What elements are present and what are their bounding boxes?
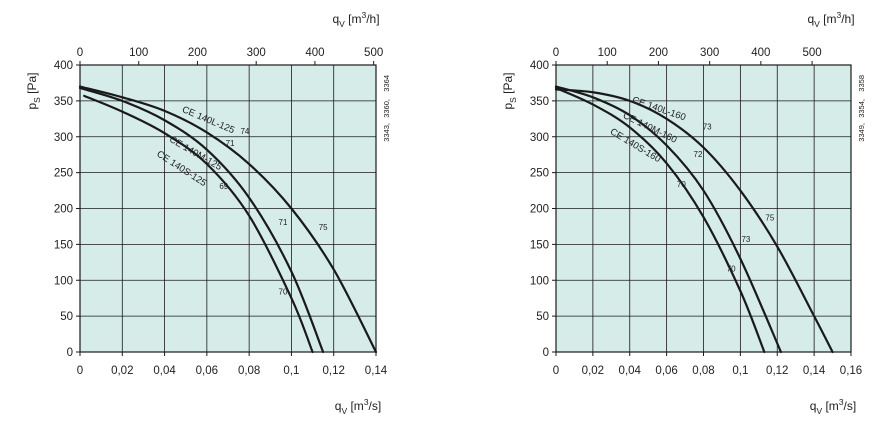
x-axis-title: qV [m3/s] [810,397,856,416]
top-tick-label: 400 [751,47,770,59]
x-axis-title: qV [m3/s] [335,397,381,416]
y-tick-label: 100 [530,275,549,287]
efficiency-label: 72 [694,150,703,159]
x-tick-label: 0,1 [732,365,748,377]
top-tick-label: 300 [700,47,719,59]
y-tick-label: 50 [60,311,73,323]
series-line [78,86,325,354]
top-tick-label: 500 [364,47,383,59]
chart-left: 0 0,02 0,04 0,06 0,08 0,1 0,12 0,14 0 50 100 150 200… [25,10,391,416]
top-tick-label: 0 [553,47,559,59]
x-tick-label: 0,02 [582,365,604,377]
efficiency-label: 74 [240,127,249,136]
y-tick-label: 400 [54,60,73,72]
y-tick-label: 50 [536,311,549,323]
efficiency-label: 71 [226,139,235,148]
top-tick-label: 100 [129,47,148,59]
x-tick-label: 0,1 [283,365,299,377]
side-reference-label: 3360, [382,99,391,118]
y-tick-label: 100 [54,275,73,287]
y-tick-label: 250 [530,168,549,180]
series-line [554,88,834,354]
top-tick-label: 200 [188,47,207,59]
y-tick-label: 400 [530,60,549,72]
x-tick-label: 0,02 [111,365,133,377]
x-tick-label: 0 [553,365,559,377]
efficiency-label: 73 [703,123,712,132]
side-reference-label: 3343, [382,123,391,142]
x-tick-label: 0,08 [238,365,260,377]
side-reference-label: 3354, [857,99,866,118]
y-tick-label: 350 [54,96,73,108]
x-tick-label: 0,16 [840,365,862,377]
x-tick-label: 0,04 [619,365,642,377]
series-line [83,94,314,354]
y-axis-title: pS [Pa] [25,72,42,109]
side-reference-label: 3349, [857,123,866,142]
x-tick-label: 0 [77,365,83,377]
side-reference-label: 3364 [382,75,391,92]
x-tick-label: 0,04 [153,365,176,377]
top-tick-label: 200 [649,47,668,59]
top-tick-label: 100 [598,47,617,59]
y-tick-label: 0 [67,347,73,359]
y-tick-label: 150 [54,239,73,251]
top-tick-label: 400 [305,47,324,59]
top-tick-label: 300 [247,47,266,59]
y-tick-label: 300 [530,132,549,144]
side-reference-label: 3358 [857,75,866,92]
efficiency-label: 75 [319,223,328,232]
efficiency-label: 69 [219,182,228,191]
y-tick-label: 200 [530,204,549,216]
series-line [554,86,766,354]
y-tick-label: 150 [530,239,549,251]
top-tick-label: 500 [802,47,821,59]
top-axis-title: qV [m3/h] [807,10,854,29]
efficiency-label: 71 [279,218,288,227]
y-tick-label: 0 [543,347,549,359]
series-line [78,85,378,354]
x-tick-label: 0,14 [803,365,826,377]
x-tick-label: 0,08 [692,365,714,377]
y-tick-label: 250 [54,168,73,180]
x-tick-label: 0,06 [196,365,218,377]
x-tick-label: 0,12 [766,365,788,377]
efficiency-label: 70 [677,180,686,189]
y-tick-label: 300 [54,132,73,144]
y-tick-label: 200 [54,204,73,216]
efficiency-label: 75 [765,214,774,223]
x-tick-label: 0,12 [323,365,345,377]
series-line [554,85,783,354]
efficiency-label: 70 [279,288,288,297]
efficiency-label: 70 [727,265,736,274]
x-tick-label: 0,06 [655,365,677,377]
top-axis-title: qV [m3/h] [332,10,379,29]
chart-right: 0 0,02 0,04 0,06 0,08 0,1 0,12 0,14 0,16 0 50 100 15… [501,10,866,416]
y-axis-title: pS [Pa] [501,72,518,109]
y-tick-label: 350 [530,96,549,108]
top-tick-label: 0 [77,47,83,59]
efficiency-label: 73 [741,235,750,244]
x-tick-label: 0,14 [365,365,388,377]
